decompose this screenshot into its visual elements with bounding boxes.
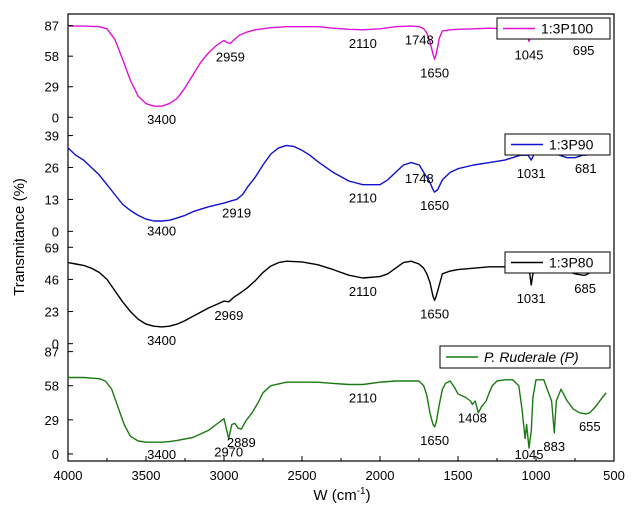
- peak-label-3-3: 2110: [349, 391, 377, 406]
- peak-label-3-4: 1650: [420, 433, 449, 448]
- y-tick-label-1-3: 39: [45, 129, 59, 144]
- peak-label-2-0: 3400: [147, 333, 176, 348]
- peak-label-3-5: 1408: [458, 411, 487, 426]
- y-tick-label-2-1: 23: [45, 305, 59, 320]
- peak-label-1-4: 1650: [420, 198, 449, 213]
- peak-label-1-6: 681: [575, 161, 597, 176]
- x-axis: 4000 3500 3000 2500 2000 1500 1000 500: [54, 456, 625, 483]
- peak-label-1-0: 3400: [147, 224, 176, 239]
- y-tick-label-2-2: 46: [45, 272, 59, 287]
- legend-label-1: 1:3P90: [549, 137, 594, 153]
- legend-label-0: 1:3P100: [541, 21, 593, 37]
- peak-label-3-7: 883: [543, 439, 565, 454]
- legend-box-0: [496, 17, 611, 40]
- legends: 1:3P100 1:3P90 1:3P80 P. Ruderale (P): [439, 17, 611, 369]
- peak-label-2-1: 2969: [214, 308, 243, 323]
- peak-label-2-3: 1650: [420, 306, 449, 321]
- peak-label-2-5: 685: [574, 281, 596, 296]
- x-axis-label: W (cm-1): [313, 486, 370, 504]
- x-tick-label-0: 4000: [54, 468, 83, 483]
- legend-label-3: P. Ruderale (P): [484, 349, 579, 365]
- y-tick-label-0-2: 58: [45, 49, 59, 64]
- legend-label-2: 1:3P80: [549, 255, 594, 271]
- y-tick-label-0-1: 29: [45, 80, 59, 95]
- legend-box-1: [504, 133, 611, 156]
- peak-label-2-2: 2110: [349, 284, 377, 299]
- x-tick-label-5: 1500: [444, 468, 473, 483]
- y-tick-label-3-1: 29: [45, 413, 59, 428]
- x-tick-label-1: 3500: [132, 468, 161, 483]
- y-tick-label-1-1: 13: [45, 192, 59, 207]
- x-tick-label-2: 3000: [210, 468, 239, 483]
- y-axis-label: Transmitance (%): [11, 178, 28, 296]
- peak-label-3-1: 2970: [214, 445, 243, 460]
- y-tick-label-2-3: 69: [45, 240, 59, 255]
- peak-label-0-2: 2110: [349, 36, 377, 51]
- spectrum-line-3: [68, 376, 607, 449]
- peak-label-1-1: 2919: [222, 205, 251, 220]
- y-tick-label-1-0: 0: [52, 224, 59, 239]
- y-tick-label-0-0: 0: [52, 110, 59, 125]
- peak-label-1-2: 2110: [349, 191, 377, 206]
- x-tick-label-6: 1000: [522, 468, 551, 483]
- y-tick-label-0-3: 87: [45, 19, 59, 34]
- peak-label-1-5: 1031: [517, 166, 546, 181]
- legend-box-2: [504, 251, 611, 274]
- peak-label-0-5: 1045: [515, 47, 544, 62]
- y-tick-label-2-0: 0: [52, 337, 59, 352]
- peak-label-0-3: 1748: [405, 33, 434, 48]
- peak-label-3-8: 655: [579, 419, 601, 434]
- peak-label-2-4: 1031: [517, 291, 546, 306]
- x-tick-label-7: 500: [603, 468, 625, 483]
- peak-label-3-2: 2889: [227, 435, 256, 450]
- spectrum-line-1: [67, 144, 607, 222]
- peak-label-1-3: 1748: [405, 171, 434, 186]
- legend-box-3: [439, 345, 611, 369]
- peak-label-3-6: 1045: [515, 447, 544, 462]
- x-tick-label-4: 2000: [366, 468, 395, 483]
- peak-label-0-1: 2959: [216, 50, 245, 65]
- peak-label-3-0: 3400: [147, 447, 176, 462]
- y-tick-label-1-2: 26: [45, 161, 59, 176]
- peak-label-0-0: 3400: [147, 112, 176, 127]
- peak-label-0-6: 695: [573, 43, 595, 58]
- peak-labels: 3400 2959 2110 1748 1650 1045 695 3400 2919 2110 1…: [147, 33, 601, 462]
- y-tick-label-3-3: 87: [45, 345, 59, 360]
- y-tick-label-3-0: 0: [52, 447, 59, 462]
- x-tick-label-3: 2500: [288, 468, 317, 483]
- peak-label-0-4: 1650: [420, 65, 449, 80]
- y-tick-label-3-2: 58: [45, 379, 59, 394]
